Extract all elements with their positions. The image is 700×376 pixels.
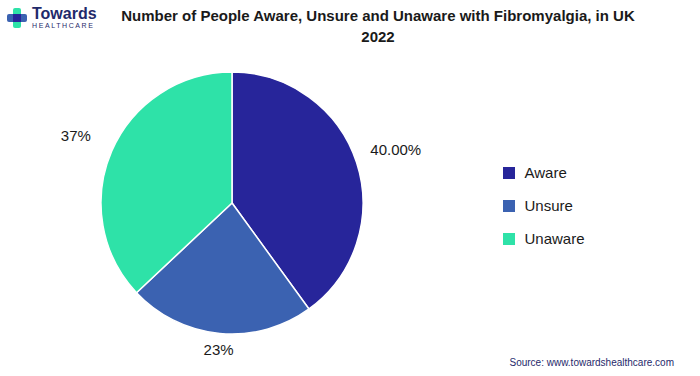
svg-text:Unsure: Unsure (525, 197, 573, 214)
html-text:Number of People Aware, Unsure: Number of People Aware, Unsure and Unawa… (121, 7, 635, 45)
svg-text:23%: 23% (204, 341, 234, 358)
html-text:Towards: Towards (32, 5, 97, 22)
html-text:HEALTHCARE: HEALTHCARE (32, 22, 95, 29)
svg-text:40.00%: 40.00% (370, 141, 421, 158)
html-text:Source: www.towardshealthcare.: Source: www.towardshealthcare.com (509, 357, 674, 368)
svg-text:Unaware: Unaware (525, 230, 585, 247)
svg-text:Aware: Aware (525, 164, 567, 181)
svg-text:37%: 37% (61, 127, 91, 144)
